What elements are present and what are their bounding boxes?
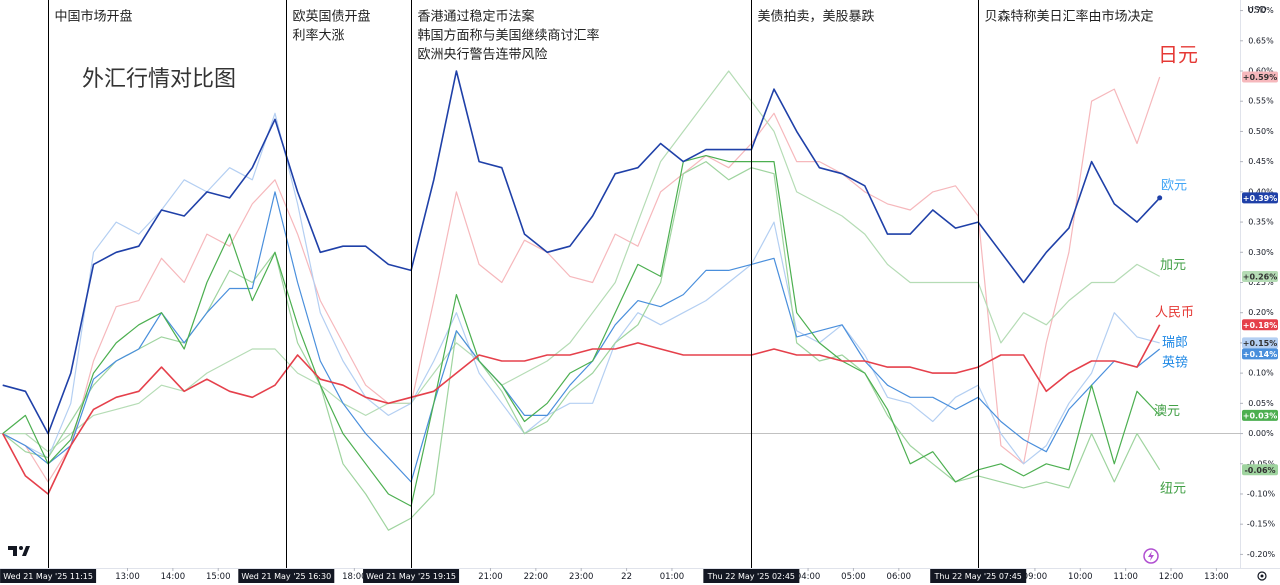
- x-tick-label: 13:00: [115, 572, 140, 582]
- series-name: 加元: [1160, 258, 1186, 273]
- end-label: +0.14%: [1243, 350, 1277, 359]
- series-name: 日元: [1158, 43, 1198, 67]
- end-badge: [1242, 319, 1278, 331]
- end-label: -0.06%: [1244, 466, 1275, 475]
- x-tick-label: 04:00: [796, 572, 821, 582]
- x-tick-label: Thu 22 May '25 02:45: [707, 572, 795, 581]
- x-tick-label: 05:00: [841, 572, 866, 582]
- annotation-text: 贝森特称美日汇率由市场决定: [985, 9, 1154, 25]
- x-tick-highlight: [238, 569, 335, 583]
- end-label: +0.03%: [1243, 411, 1277, 420]
- series-line: [2, 155, 1161, 507]
- y-tick-label: 0.30%: [1248, 248, 1274, 257]
- x-tick-label: 12:00: [1159, 572, 1184, 582]
- series-line: [2, 70, 1160, 453]
- y-tick-label: 0.20%: [1248, 308, 1274, 317]
- series-line: [2, 70, 1161, 435]
- end-badge: [1242, 270, 1278, 282]
- indicator-icon[interactable]: [1143, 548, 1159, 564]
- series-line: [2, 191, 1161, 483]
- x-tick-label: 11:00: [1113, 572, 1138, 582]
- x-tick-label: 09:00: [1023, 572, 1048, 582]
- annotation-text: 韩国方面称与美国继续商讨汇率: [418, 28, 600, 44]
- settings-icon[interactable]: [1257, 571, 1267, 581]
- end-badge: [1242, 348, 1278, 360]
- y-tick-label: 0.00%: [1248, 429, 1274, 438]
- series-name: 英镑: [1162, 354, 1188, 370]
- end-point: [1157, 195, 1163, 201]
- end-label: +0.39%: [1243, 194, 1277, 203]
- end-label: +0.59%: [1243, 73, 1277, 82]
- y-tick-label: 0.10%: [1248, 369, 1274, 378]
- y-tick-label: 0.40%: [1248, 187, 1274, 196]
- end-label: +0.15%: [1243, 339, 1277, 348]
- y-tick-label: -0.05%: [1247, 459, 1276, 468]
- series-line: [2, 112, 1160, 465]
- x-tick-highlight: [0, 569, 97, 583]
- y-tick-label: 0.50%: [1248, 127, 1274, 136]
- x-tick-label: 10:00: [1068, 572, 1093, 582]
- y-tick-label: 0.55%: [1248, 97, 1274, 106]
- annotation-text: 中国市场开盘: [55, 9, 133, 25]
- axis-currency: USD: [1247, 6, 1266, 16]
- x-tick-label: 23:00: [569, 572, 594, 582]
- x-tick-label: 06:00: [887, 572, 912, 582]
- end-badge: [1242, 464, 1278, 476]
- annotation-text: 欧英国债开盘: [293, 9, 371, 25]
- x-tick-label: 22: [621, 572, 632, 582]
- x-tick-label: 14:00: [161, 572, 186, 582]
- series-name: 欧元: [1161, 178, 1187, 193]
- y-tick-label: -0.20%: [1247, 550, 1276, 559]
- series-name: 澳元: [1154, 403, 1180, 419]
- x-tick-highlight: [363, 569, 460, 583]
- y-tick-label: 0.25%: [1248, 278, 1274, 287]
- end-badge: [1242, 192, 1278, 204]
- tv-logo: [8, 546, 30, 556]
- x-tick-highlight: [703, 569, 800, 583]
- chart-title: 外汇行情对比图: [82, 67, 236, 92]
- x-tick-label: 15:00: [206, 572, 231, 582]
- annotation-text: 利率大涨: [293, 28, 345, 44]
- x-tick-label: 01:00: [660, 572, 685, 582]
- x-tick-label: Thu 22 May '25 07:45: [934, 572, 1022, 581]
- x-tick-label: Wed 21 May '25 11:15: [3, 572, 93, 581]
- end-badge: [1242, 409, 1278, 421]
- y-tick-label: -0.15%: [1247, 520, 1276, 529]
- annotation-text: 欧洲央行警告连带风险: [418, 47, 548, 63]
- x-tick-label: Wed 21 May '25 16:30: [241, 572, 331, 581]
- annotation-text: 香港通过稳定币法案: [418, 9, 535, 25]
- y-tick-label: 0.35%: [1248, 218, 1274, 227]
- y-tick-label: 0.45%: [1248, 157, 1274, 166]
- x-tick-label: Wed 21 May '25 19:15: [366, 572, 456, 581]
- annotation-text: 美债拍卖，美股暴跌: [758, 9, 875, 25]
- end-label: +0.18%: [1243, 321, 1277, 330]
- x-tick-label: 21:00: [478, 572, 503, 582]
- end-label: +0.26%: [1243, 272, 1277, 281]
- y-tick-label: 0.70%: [1248, 6, 1274, 15]
- y-tick-label: -0.10%: [1247, 489, 1276, 498]
- x-tick-label: 13:00: [1204, 572, 1229, 582]
- series-name: 纽元: [1160, 481, 1186, 496]
- series-name: 瑞郎: [1162, 335, 1188, 350]
- x-tick-label: 18:00: [342, 572, 367, 582]
- y-tick-label: 0.05%: [1248, 399, 1274, 408]
- series-line: [2, 76, 1161, 483]
- series-name: 人民币: [1155, 305, 1194, 320]
- y-tick-label: 0.60%: [1248, 67, 1274, 76]
- end-badge: [1242, 337, 1278, 349]
- x-tick-highlight: [930, 569, 1027, 583]
- series-line: [1, 324, 1161, 495]
- end-badge: [1242, 71, 1278, 83]
- x-tick-label: 22:00: [524, 572, 549, 582]
- y-tick-label: 0.65%: [1248, 36, 1274, 45]
